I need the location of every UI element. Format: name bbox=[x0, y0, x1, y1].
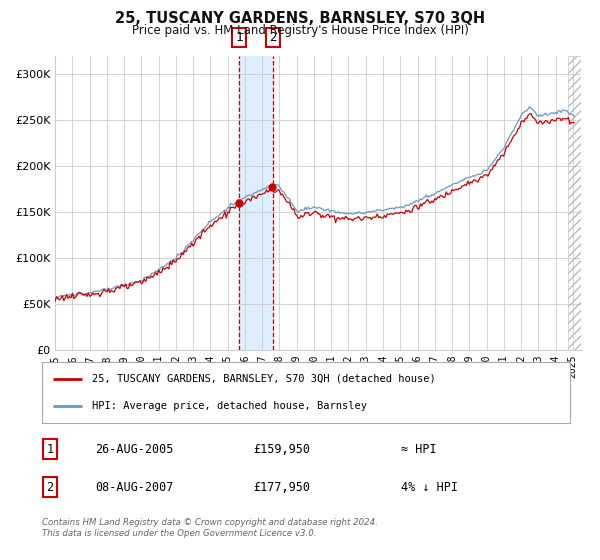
Text: 2: 2 bbox=[46, 480, 53, 494]
Bar bbox=[239, 56, 272, 350]
Text: 1: 1 bbox=[235, 31, 243, 44]
Text: Price paid vs. HM Land Registry's House Price Index (HPI): Price paid vs. HM Land Registry's House … bbox=[131, 24, 469, 36]
Text: Contains HM Land Registry data © Crown copyright and database right 2024.: Contains HM Land Registry data © Crown c… bbox=[42, 518, 378, 527]
Text: 4% ↓ HPI: 4% ↓ HPI bbox=[401, 480, 458, 494]
Text: This data is licensed under the Open Government Licence v3.0.: This data is licensed under the Open Gov… bbox=[42, 529, 317, 538]
Text: 26-AUG-2005: 26-AUG-2005 bbox=[95, 443, 173, 456]
Text: 25, TUSCANY GARDENS, BARNSLEY, S70 3QH: 25, TUSCANY GARDENS, BARNSLEY, S70 3QH bbox=[115, 11, 485, 26]
Text: 08-AUG-2007: 08-AUG-2007 bbox=[95, 480, 173, 494]
Text: £159,950: £159,950 bbox=[253, 443, 310, 456]
Text: HPI: Average price, detached house, Barnsley: HPI: Average price, detached house, Barn… bbox=[92, 402, 367, 412]
Text: 2: 2 bbox=[269, 31, 277, 44]
Text: 25, TUSCANY GARDENS, BARNSLEY, S70 3QH (detached house): 25, TUSCANY GARDENS, BARNSLEY, S70 3QH (… bbox=[92, 374, 436, 384]
Text: 1: 1 bbox=[46, 443, 53, 456]
Text: ≈ HPI: ≈ HPI bbox=[401, 443, 437, 456]
Text: £177,950: £177,950 bbox=[253, 480, 310, 494]
